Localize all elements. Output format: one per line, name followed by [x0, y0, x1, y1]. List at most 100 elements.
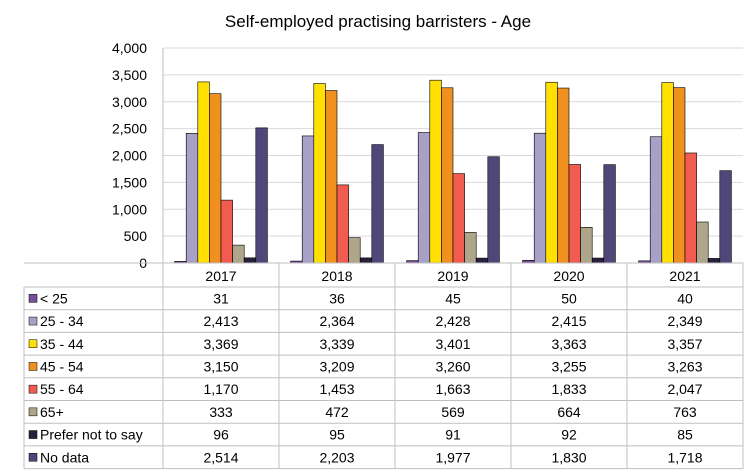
- legend-label-prefer-not-to-say: Prefer not to say: [40, 427, 143, 443]
- data-label-55-64-2020: 1,833: [551, 381, 586, 397]
- bar-65-2018: [348, 237, 361, 264]
- bar-prefer-not-to-say-2017: [243, 257, 257, 264]
- bar-no-data-2019: [487, 156, 500, 264]
- data-label-no-data-2017: 2,514: [203, 449, 238, 465]
- data-label-65-2020: 664: [557, 404, 581, 420]
- y-tick-label: 2,000: [112, 148, 147, 164]
- data-label-55-64-2017: 1,170: [203, 381, 238, 397]
- data-label-65-2017: 333: [209, 404, 233, 420]
- bar-no-data-2018: [371, 144, 384, 264]
- data-label-25-34-2017: 2,413: [203, 313, 238, 329]
- bar-25-34-2020: [533, 132, 547, 264]
- category-label-2021: 2021: [669, 268, 700, 284]
- data-label-25-2018: 36: [329, 290, 345, 306]
- bar-prefer-not-to-say-2019: [475, 257, 489, 264]
- data-label-prefer-not-to-say-2019: 91: [445, 427, 461, 443]
- bar-65-2019: [464, 232, 477, 264]
- bar-no-data-2021: [719, 170, 732, 264]
- legend-swatch-65: [28, 407, 38, 417]
- bar-25-34-2019: [417, 132, 431, 264]
- bar-45-54-2020: [557, 87, 570, 264]
- data-label-25-2017: 31: [213, 290, 229, 306]
- data-label-35-44-2017: 3,369: [203, 336, 238, 352]
- bars: [163, 79, 743, 264]
- bar-35-44-2020: [545, 81, 558, 264]
- data-table: 2017 2018 2019 2020 2021 < 25 31 36 45 50 40 25 - 3…: [23, 262, 744, 470]
- data-label-45-54-2019: 3,260: [435, 358, 470, 374]
- bar-55-64-2020: [568, 164, 581, 264]
- bar-45-54-2019: [441, 87, 454, 264]
- bar-65-2021: [696, 221, 709, 264]
- legend-swatch-25: [28, 294, 38, 303]
- data-label-45-54-2021: 3,263: [667, 358, 702, 374]
- data-label-prefer-not-to-say-2020: 92: [561, 427, 577, 443]
- bar-prefer-not-to-say-2018: [359, 257, 373, 264]
- y-tick-label: 500: [124, 228, 148, 244]
- data-label-25-2020: 50: [561, 290, 577, 306]
- bar-45-54-2018: [325, 90, 338, 264]
- data-label-25-34-2019: 2,428: [435, 313, 470, 329]
- legend-label-no-data: No data: [40, 449, 89, 465]
- bar-45-54-2021: [673, 87, 686, 264]
- data-label-65-2018: 472: [325, 404, 349, 420]
- legend-label-45-54: 45 - 54: [40, 358, 84, 374]
- data-label-35-44-2019: 3,401: [435, 336, 470, 352]
- data-label-45-54-2018: 3,209: [319, 358, 354, 374]
- bar-25-34-2017: [185, 133, 199, 264]
- data-label-no-data-2019: 1,977: [435, 449, 470, 465]
- data-label-65-2019: 569: [441, 404, 465, 420]
- legend-label-65: 65+: [40, 404, 64, 420]
- category-label-2017: 2017: [205, 268, 236, 284]
- bar-65-2017: [232, 244, 245, 264]
- data-label-no-data-2018: 2,203: [319, 449, 354, 465]
- bar-35-44-2021: [661, 82, 674, 264]
- legend-label-55-64: 55 - 64: [40, 381, 84, 397]
- bar-no-data-2020: [603, 164, 616, 264]
- data-label-25-34-2021: 2,349: [667, 313, 702, 329]
- bar-prefer-not-to-say-2021: [707, 258, 721, 264]
- legend-swatch-prefer-not-to-say: [28, 430, 38, 439]
- data-label-25-2019: 45: [445, 290, 461, 306]
- data-label-prefer-not-to-say-2021: 85: [677, 427, 693, 443]
- data-label-no-data-2021: 1,718: [667, 449, 702, 465]
- data-label-35-44-2020: 3,363: [551, 336, 586, 352]
- data-label-55-64-2021: 2,047: [667, 381, 702, 397]
- y-tick-label: 2,500: [112, 121, 147, 137]
- y-tick-label: 3,500: [112, 67, 147, 83]
- category-label-2019: 2019: [437, 268, 468, 284]
- bar-55-64-2021: [684, 152, 697, 264]
- data-label-prefer-not-to-say-2018: 95: [329, 427, 345, 443]
- data-label-25-2021: 40: [677, 290, 693, 306]
- data-label-25-34-2018: 2,364: [319, 313, 354, 329]
- category-label-2018: 2018: [321, 268, 352, 284]
- chart-title: Self-employed practising barristers - Ag…: [225, 12, 531, 31]
- data-label-35-44-2018: 3,339: [319, 336, 354, 352]
- bar-55-64-2017: [220, 199, 233, 264]
- bar-no-data-2017: [255, 127, 268, 264]
- data-label-35-44-2021: 3,357: [667, 336, 702, 352]
- bar-35-44-2018: [313, 83, 326, 264]
- legend-swatch-25-34: [28, 316, 38, 326]
- data-label-55-64-2018: 1,453: [319, 381, 354, 397]
- data-label-prefer-not-to-say-2017: 96: [213, 427, 229, 443]
- data-label-65-2021: 763: [673, 404, 697, 420]
- legend-swatch-45-54: [28, 362, 38, 371]
- bar-35-44-2017: [197, 81, 210, 264]
- bar-55-64-2018: [336, 184, 349, 264]
- legend-label-25: < 25: [40, 290, 68, 306]
- y-tick-label: 1,000: [112, 201, 147, 217]
- bar-55-64-2019: [452, 173, 465, 264]
- legend-label-35-44: 35 - 44: [40, 336, 84, 352]
- legend-label-25-34: 25 - 34: [40, 313, 84, 329]
- legend-swatch-35-44: [28, 339, 38, 348]
- bar-65-2020: [580, 227, 593, 264]
- y-tick-label: 3,000: [112, 94, 147, 110]
- bar-prefer-not-to-say-2020: [591, 257, 605, 264]
- legend-swatch-55-64: [28, 384, 38, 394]
- data-label-25-34-2020: 2,415: [551, 313, 586, 329]
- data-label-55-64-2019: 1,663: [435, 381, 470, 397]
- y-tick-label: 4,000: [112, 40, 147, 56]
- bar-25-34-2018: [301, 135, 315, 264]
